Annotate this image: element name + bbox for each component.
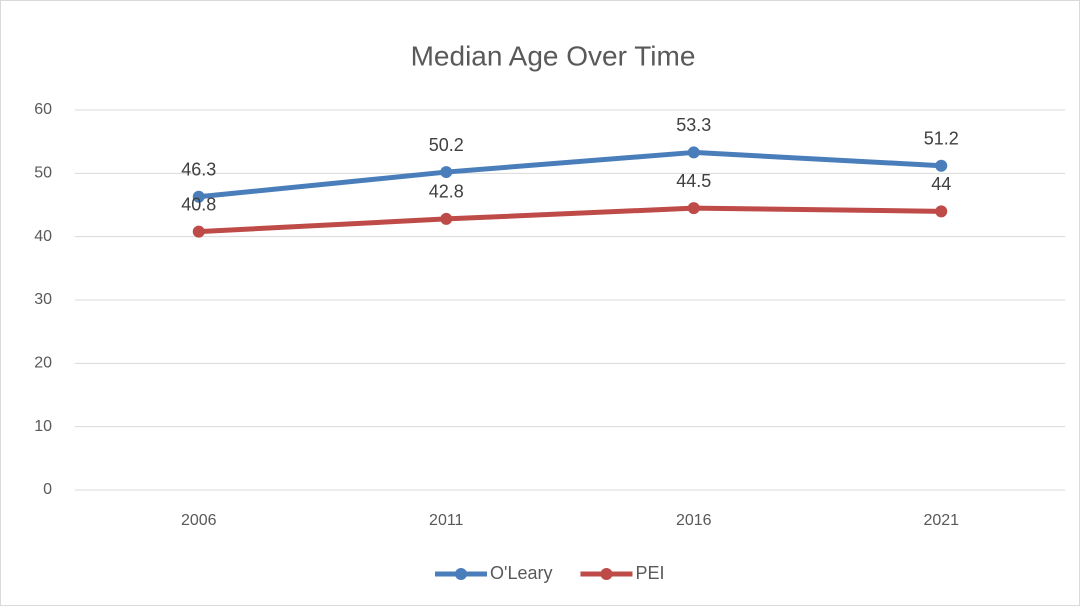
data-label: 44.5 (676, 171, 711, 191)
x-tick-label: 2011 (429, 512, 464, 529)
series-line (196, 205, 944, 235)
data-point (935, 205, 948, 218)
x-tick-label: 2021 (923, 512, 959, 529)
y-tick-label: 0 (43, 481, 52, 498)
chart-title: Median Age Over Time (411, 40, 696, 71)
y-tick-label: 10 (34, 418, 52, 435)
data-point (440, 166, 453, 179)
data-label: 50.2 (429, 135, 464, 155)
data-label: 42.8 (429, 182, 464, 202)
data-label: 53.3 (676, 115, 711, 135)
data-point (687, 146, 700, 159)
y-tick-label: 20 (34, 355, 52, 372)
y-tick-label: 30 (34, 291, 52, 308)
data-point (687, 202, 700, 215)
data-point (935, 159, 948, 172)
legend-label: PEI (635, 563, 664, 583)
y-tick-label: 60 (34, 101, 52, 118)
data-point (192, 190, 205, 203)
x-tick-label: 2016 (676, 512, 712, 529)
data-label: 40.8 (181, 194, 216, 214)
legend-marker (600, 568, 613, 580)
data-label: 51.2 (924, 128, 959, 148)
data-point (192, 225, 205, 238)
y-tick-label: 40 (34, 228, 52, 245)
series-line (196, 149, 944, 200)
data-point (440, 212, 453, 225)
data-label: 46.3 (181, 160, 216, 180)
data-label: 44 (931, 174, 951, 194)
y-tick-label: 50 (34, 165, 52, 182)
legend-marker (455, 568, 467, 580)
x-tick-label: 2006 (181, 512, 217, 529)
legend-label: O'Leary (490, 563, 552, 583)
